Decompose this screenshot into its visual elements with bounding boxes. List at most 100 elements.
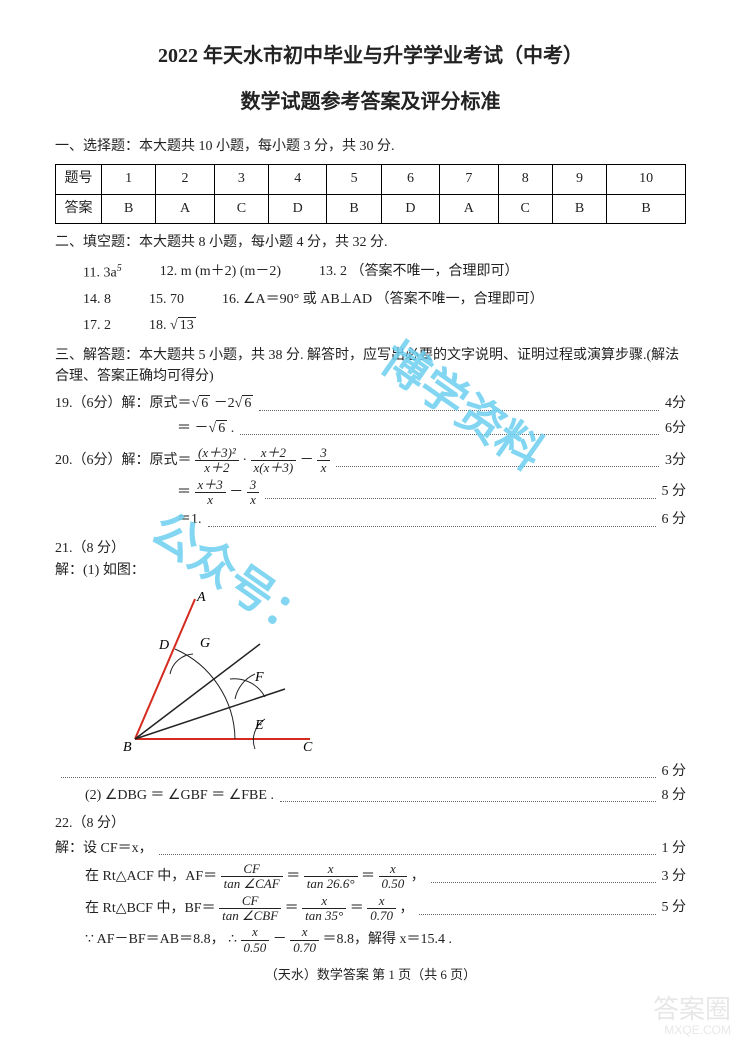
q20-minus2: － (229, 485, 247, 500)
q12: 12. m (m＋2) (m－2) (160, 261, 281, 285)
q21-figure: A B C D E F G (115, 589, 315, 759)
frac-num: x＋3 (195, 478, 226, 493)
q20-dot1: · (242, 453, 250, 468)
frac-num: x (304, 862, 358, 877)
q16: 16. ∠A＝90° 或 AB⊥AD （答案不唯一，合理即可） (222, 289, 544, 311)
rowhead-a: 答案 (56, 194, 102, 223)
frac-den: 0.50 (241, 941, 270, 955)
frac-num: CF (219, 894, 281, 909)
page-title-1: 2022 年天水市初中毕业与升学学业考试（中考） (55, 40, 686, 72)
q20-f3: 3x (317, 446, 330, 476)
ray-BG (135, 644, 260, 739)
q19: 19.（6分）解：原式＝√6 －2√6 4分 ＝ －√6 . 6分 (55, 393, 686, 440)
mc-ans: A (156, 194, 214, 223)
q22-line1: 解：设 CF＝x， (55, 838, 153, 860)
table-row: 答案 B A C D B D A C B B (56, 194, 686, 223)
frac-num: x (379, 862, 408, 877)
q20-score3: 6 分 (662, 509, 687, 531)
q22-f3: x0.50 (379, 862, 408, 892)
label-A: A (196, 590, 206, 605)
label-E: E (254, 718, 264, 733)
frac-den: tan 35° (302, 909, 346, 923)
q19-score1: 4分 (665, 393, 686, 415)
q18: 18. √13 (149, 315, 196, 337)
mc-ans: A (440, 194, 498, 223)
fill-row-1: 11. 3a5 12. m (m＋2) (m－2) 13. 2 （答案不唯一，合… (83, 261, 686, 285)
rowhead-q: 题号 (56, 165, 102, 194)
q22-eq1b: ＝ (285, 901, 303, 916)
fill-row-2: 14. 8 15. 70 16. ∠A＝90° 或 AB⊥AD （答案不唯一，合… (83, 289, 686, 311)
section1-head: 一、选择题：本大题共 10 小题，每小题 3 分，共 30 分. (55, 136, 686, 158)
frac-num: 3 (247, 478, 260, 493)
dots (61, 765, 656, 778)
frac-num: x (290, 925, 319, 940)
q11-text: 11. 3a (83, 265, 117, 280)
frac-den: x (247, 493, 260, 507)
label-G: G (200, 636, 210, 651)
q22-f2: xtan 26.6° (304, 862, 358, 892)
frac-den: tan 26.6° (304, 877, 358, 891)
q20-lbl: 20.（6分）解：原式＝ (55, 453, 192, 468)
q22-eq2: ＝ (361, 869, 379, 884)
mc-num: 6 (381, 165, 439, 194)
frac-num: (x＋3)² (195, 446, 239, 461)
q22-l3pre: 在 Rt△BCF 中，BF＝ (85, 901, 219, 916)
q20: 20.（6分）解：原式＝ (x＋3)²x＋2 · x＋2x(x＋3) － 3x … (55, 446, 686, 532)
q17: 17. 2 (83, 315, 111, 337)
q22-label: 22.（8 分） (55, 813, 686, 835)
q22-g2: xtan 35° (302, 894, 346, 924)
q21-score1: 6 分 (662, 761, 687, 783)
label-C: C (303, 740, 313, 755)
mc-ans: B (552, 194, 606, 223)
frac-num: CF (221, 862, 283, 877)
label-D: D (158, 638, 169, 653)
q19-mid: －2√ (210, 396, 242, 411)
q21-sub2: (2) ∠DBG ＝ ∠GBF ＝ ∠FBE . (85, 785, 274, 807)
frac-den: 0.70 (290, 941, 319, 955)
q22-minus: － (273, 932, 291, 947)
q19-rad1: 6 (199, 395, 210, 411)
ray-BA (135, 599, 195, 739)
arc-large (175, 649, 235, 739)
page-footer: （天水）数学答案 第 1 页（共 6 页） (55, 965, 686, 986)
q21-svg: A B C D E F G (115, 589, 315, 759)
q22-line4: ∵ AF－BF＝AB＝8.8， ∴ x0.50 － x0.70 ＝8.8，解得 … (85, 925, 452, 955)
q14: 14. 8 (83, 289, 111, 311)
q19-l1a: 19.（6分）解：原式＝√ (55, 396, 199, 411)
q19-score2: 6分 (665, 418, 686, 440)
q19-line1: 19.（6分）解：原式＝√6 －2√6 (55, 393, 253, 415)
q22-l4pre: ∵ AF－BF＝AB＝8.8， ∴ (85, 932, 241, 947)
frac-den: tan ∠CAF (221, 877, 283, 891)
mc-num: 3 (214, 165, 268, 194)
q22-line3: 在 Rt△BCF 中，BF＝ CFtan ∠CBF ＝ xtan 35° ＝ x… (85, 894, 413, 924)
mc-ans: B (607, 194, 686, 223)
q21: 21.（8 分） 解：(1) 如图： A B C D E F G (55, 538, 686, 808)
dots (159, 843, 656, 856)
q20-score1: 3分 (665, 450, 686, 472)
mc-num: 8 (498, 165, 552, 194)
mc-num: 2 (156, 165, 214, 194)
q22-g1: CFtan ∠CBF (219, 894, 281, 924)
logo-l1: 答案圈 (653, 995, 731, 1024)
frac-den: x(x＋3) (251, 461, 297, 475)
mc-ans: C (498, 194, 552, 223)
label-B: B (123, 740, 132, 755)
q20-eq2: ＝ (177, 485, 191, 500)
frac-den: 0.70 (367, 909, 396, 923)
q20-f1: (x＋3)²x＋2 (195, 446, 239, 476)
dots (336, 455, 659, 468)
q21-label: 21.（8 分） (55, 538, 686, 560)
q20-line3: ＝1. (177, 509, 202, 531)
mc-num: 1 (102, 165, 156, 194)
q22-score2: 3 分 (662, 866, 687, 888)
q22-tail4: ＝8.8，解得 x＝15.4 . (323, 932, 453, 947)
mc-num: 9 (552, 165, 606, 194)
fill-row-3: 17. 2 18. √13 (83, 315, 686, 337)
mc-answer-table: 题号 1 2 3 4 5 6 7 8 9 10 答案 B A C D B D A… (55, 164, 686, 224)
frac-den: tan ∠CBF (219, 909, 281, 923)
frac-den: x (317, 461, 330, 475)
dots (431, 871, 656, 884)
q22: 22.（8 分） 解：设 CF＝x， 1 分 在 Rt△ACF 中，AF＝ CF… (55, 813, 686, 955)
page-title-2: 数学试题参考答案及评分标准 (55, 86, 686, 118)
q20-minus: － (300, 453, 318, 468)
